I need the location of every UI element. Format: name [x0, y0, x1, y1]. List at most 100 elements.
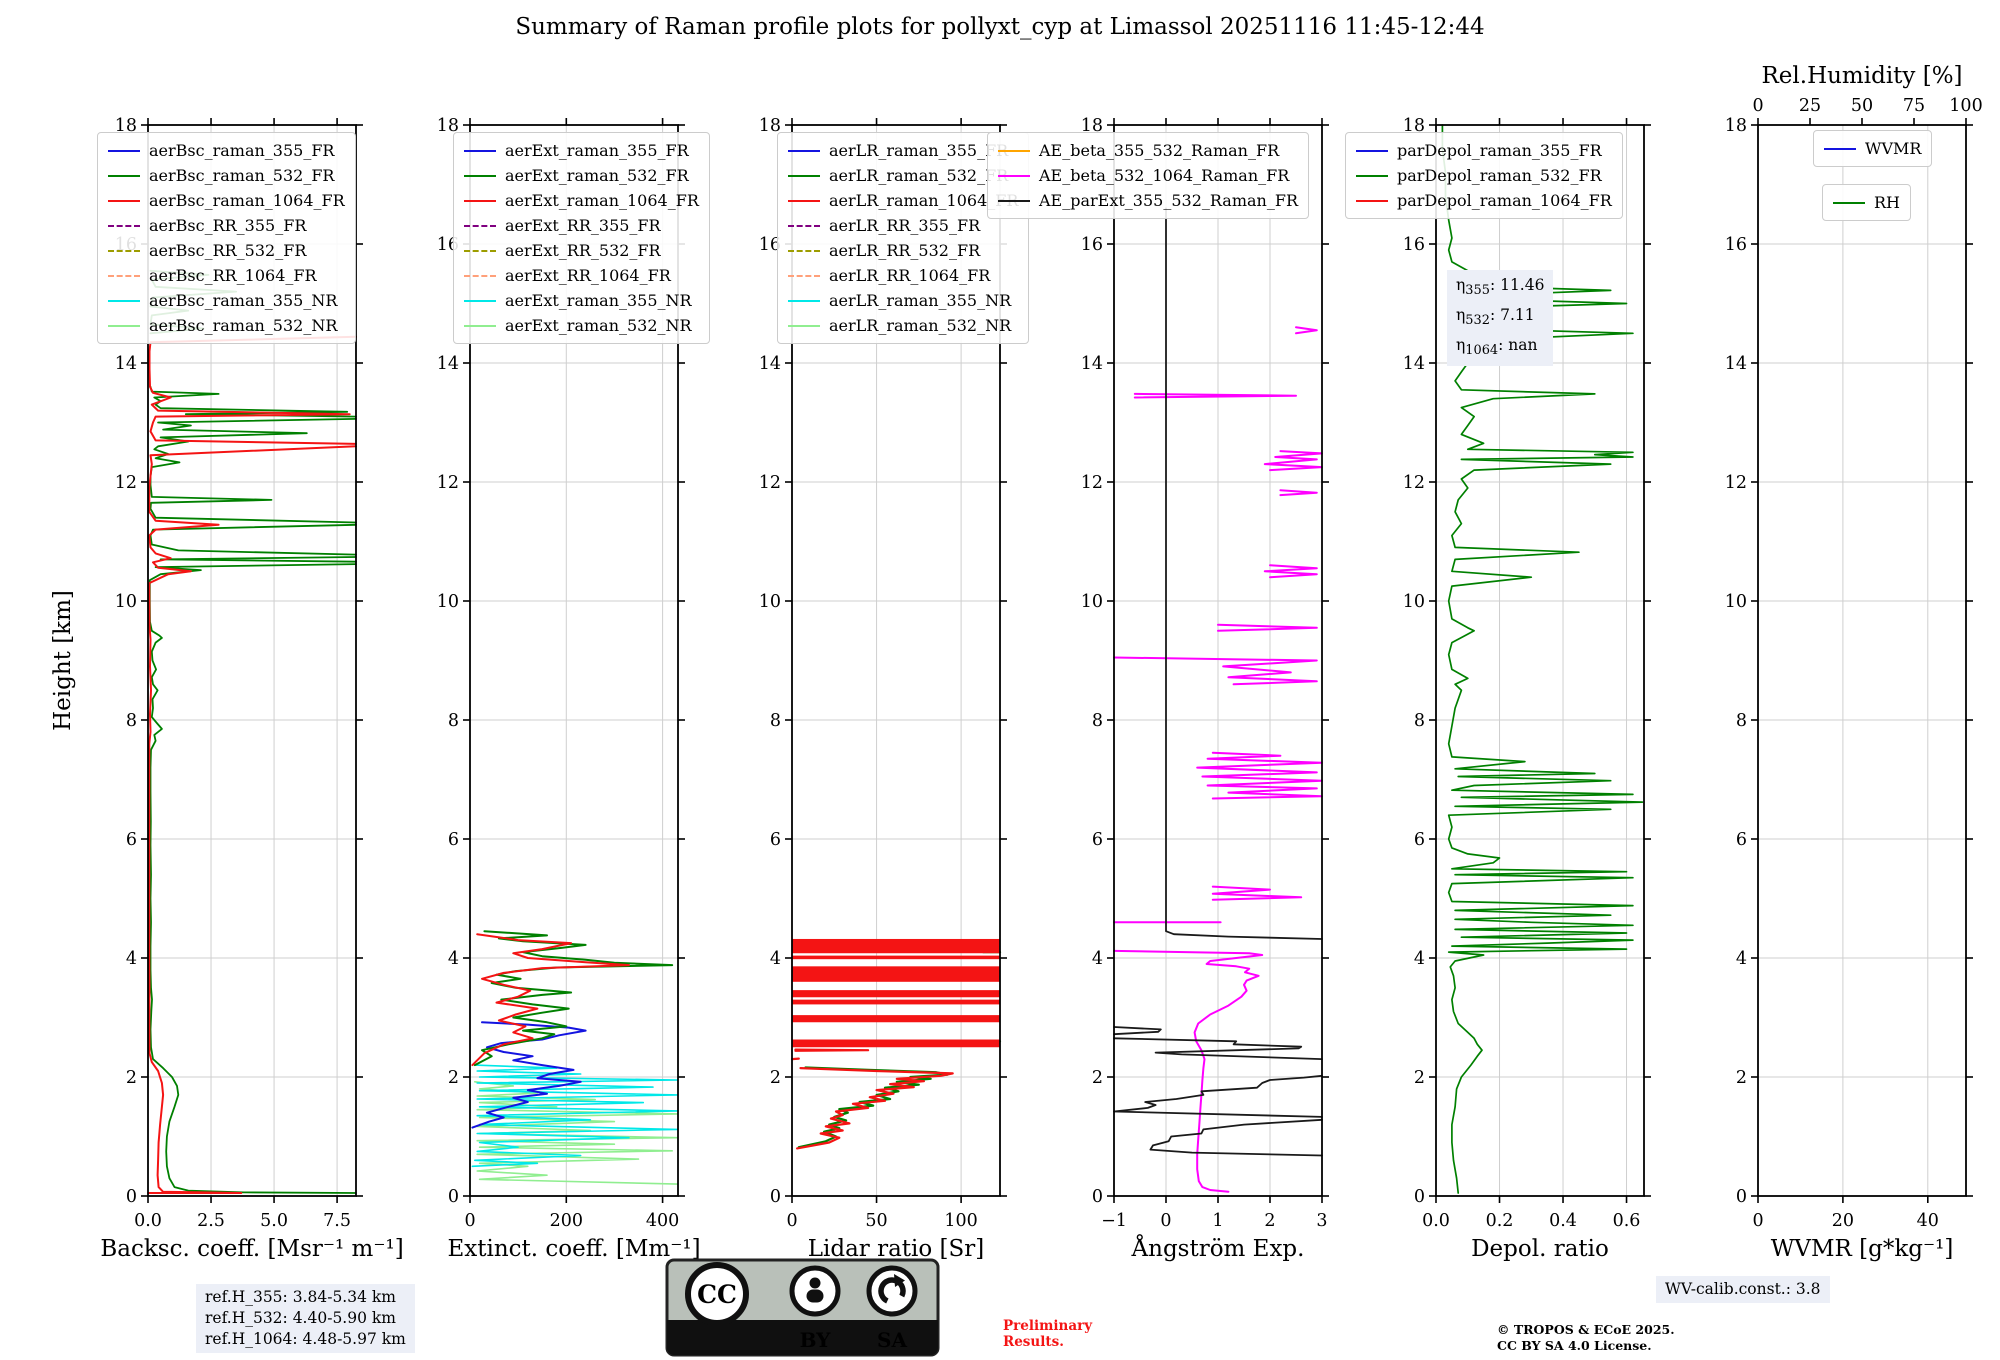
x-tick-label: 0	[1160, 1211, 1171, 1231]
x-tick-label: 2	[1264, 1211, 1275, 1231]
legend-entry: aerExt_RR_532_FR	[464, 238, 699, 263]
x-tick-label: 5.0	[260, 1211, 288, 1231]
y-tick-label: 10	[437, 592, 459, 612]
legend-label: aerExt_raman_532_NR	[505, 316, 692, 335]
y-tick-label: 12	[1403, 473, 1425, 493]
y-tick-label: 4	[1092, 949, 1103, 969]
legend-line-sample	[464, 174, 496, 177]
y-tick-label: 6	[1414, 830, 1425, 850]
legend-angstroem: AE_beta_355_532_Raman_FR AE_beta_532_1064…	[987, 132, 1309, 219]
legend-depol-ratio: parDepol_raman_355_FR parDepol_raman_532_…	[1345, 132, 1623, 219]
legend-label: aerBsc_raman_1064_FR	[149, 191, 345, 210]
legend-label: aerLR_RR_355_FR	[829, 216, 981, 235]
legend-entry: aerBsc_raman_355_FR	[108, 138, 345, 163]
x-tick-label: 400	[646, 1211, 679, 1231]
legend-label: aerBsc_RR_532_FR	[149, 241, 307, 260]
ref-heights-annotation: ref.H_355: 3.84-5.34 km ref.H_532: 4.40-…	[196, 1284, 415, 1353]
ref-height-532: ref.H_532: 4.40-5.90 km	[205, 1309, 396, 1327]
y-tick-label: 4	[126, 949, 137, 969]
y-tick-label: 12	[437, 473, 459, 493]
eta-annotation-line: η1064: nan	[1456, 336, 1538, 359]
legend-line-sample	[464, 249, 496, 252]
legend-line-sample	[1356, 199, 1388, 202]
x-tick-label: 0	[786, 1211, 797, 1231]
eta-annotation-line: η355: 11.46	[1456, 276, 1545, 299]
y-tick-label: 18	[759, 116, 781, 136]
legend-label: parDepol_raman_532_FR	[1397, 166, 1602, 185]
y-tick-label: 4	[770, 949, 781, 969]
x-tick-label: 0.0	[1422, 1211, 1450, 1231]
legend-line-sample	[788, 199, 820, 202]
legend-label: aerLR_raman_355_NR	[829, 291, 1012, 310]
legend-entry: aerExt_raman_355_FR	[464, 138, 699, 163]
y-tick-label: 2	[126, 1068, 137, 1088]
legend-label: AE_beta_532_1064_Raman_FR	[1039, 166, 1290, 185]
legend-entry: aerBsc_RR_355_FR	[108, 213, 345, 238]
eta-annotation-line: η532: 7.11	[1456, 306, 1535, 329]
legend-entry: aerLR_raman_532_FR	[788, 163, 1018, 188]
top-axis-label: Rel.Humidity [%]	[1761, 63, 1962, 89]
legend-line-sample	[788, 149, 820, 152]
y-tick-label: 6	[126, 830, 137, 850]
legend-label: parDepol_raman_355_FR	[1397, 141, 1602, 160]
y-tick-label: 18	[1403, 116, 1425, 136]
xlabel-depol-ratio: Depol. ratio	[1471, 1236, 1609, 1262]
cc-icon-label: CC	[697, 1280, 737, 1309]
legend-line-sample	[998, 199, 1030, 202]
y-tick-label: 0	[770, 1187, 781, 1207]
subplot-lidar-ratio: 0 2 4 6 8 10 12 14 16 18 0 50 100 Lidar ratio [Sr]	[759, 116, 1007, 1262]
y-tick-label: 2	[1736, 1068, 1747, 1088]
legend-line-sample	[108, 174, 140, 177]
cc-sa-label: SA	[877, 1328, 907, 1352]
y-tick-label: 12	[759, 473, 781, 493]
legend-entry: aerBsc_RR_1064_FR	[108, 263, 345, 288]
legend-entry: aerBsc_raman_355_NR	[108, 288, 345, 313]
legend-entry: aerExt_RR_355_FR	[464, 213, 699, 238]
legend-label: aerExt_RR_355_FR	[505, 216, 661, 235]
preliminary-results-note: Preliminary Results.	[1003, 1318, 1093, 1350]
legend-entry: AE_parExt_355_532_Raman_FR	[998, 188, 1298, 213]
top-tick-label: 0	[1752, 96, 1763, 116]
x-tick-label: 100	[944, 1211, 977, 1231]
y-tick-label: 0	[1092, 1187, 1103, 1207]
legend-label: WVMR	[1865, 139, 1922, 158]
y-tick-label: 18	[437, 116, 459, 136]
legend-entry: aerBsc_raman_532_NR	[108, 313, 345, 338]
x-tick-label: 50	[865, 1211, 887, 1231]
y-tick-label: 16	[1725, 235, 1747, 255]
xlabel-extinction: Extinct. coeff. [Mm⁻¹]	[447, 1236, 700, 1262]
legend-line-sample	[108, 299, 140, 302]
legend-line-sample	[1356, 174, 1388, 177]
legend-line-sample	[108, 249, 140, 252]
legend-line-sample	[464, 149, 496, 152]
x-tick-label: 7.5	[323, 1211, 351, 1231]
y-tick-label: 18	[115, 116, 137, 136]
xlabel-lidar-ratio: Lidar ratio [Sr]	[808, 1236, 985, 1262]
legend-line-sample	[108, 224, 140, 227]
y-tick-label: 2	[448, 1068, 459, 1088]
legend-line-sample	[1356, 149, 1388, 152]
legend-entry: aerLR_raman_355_FR	[788, 138, 1018, 163]
legend-label: aerBsc_raman_355_FR	[149, 141, 335, 160]
y-tick-label: 8	[1414, 711, 1425, 731]
xlabel-angstroem: Ångström Exp.	[1131, 1234, 1305, 1262]
x-tick-label: 0.0	[134, 1211, 162, 1231]
legend-entry: aerExt_raman_532_NR	[464, 313, 699, 338]
legend-entry: aerLR_RR_1064_FR	[788, 263, 1018, 288]
legend-line-sample	[1824, 147, 1856, 150]
y-tick-label: 10	[759, 592, 781, 612]
x-tick-label: 200	[550, 1211, 583, 1231]
legend-entry: aerLR_raman_355_NR	[788, 288, 1018, 313]
legend-entry: AE_beta_355_532_Raman_FR	[998, 138, 1298, 163]
y-tick-label: 4	[1414, 949, 1425, 969]
y-tick-label: 18	[1725, 116, 1747, 136]
x-tick-label: 0	[464, 1211, 475, 1231]
legend-label: aerBsc_raman_532_NR	[149, 316, 338, 335]
y-tick-label: 14	[1725, 354, 1747, 374]
y-tick-label: 16	[1081, 235, 1103, 255]
legend-line-sample	[464, 299, 496, 302]
legend-line-sample	[108, 324, 140, 327]
x-tick-label: 0.2	[1486, 1211, 1514, 1231]
